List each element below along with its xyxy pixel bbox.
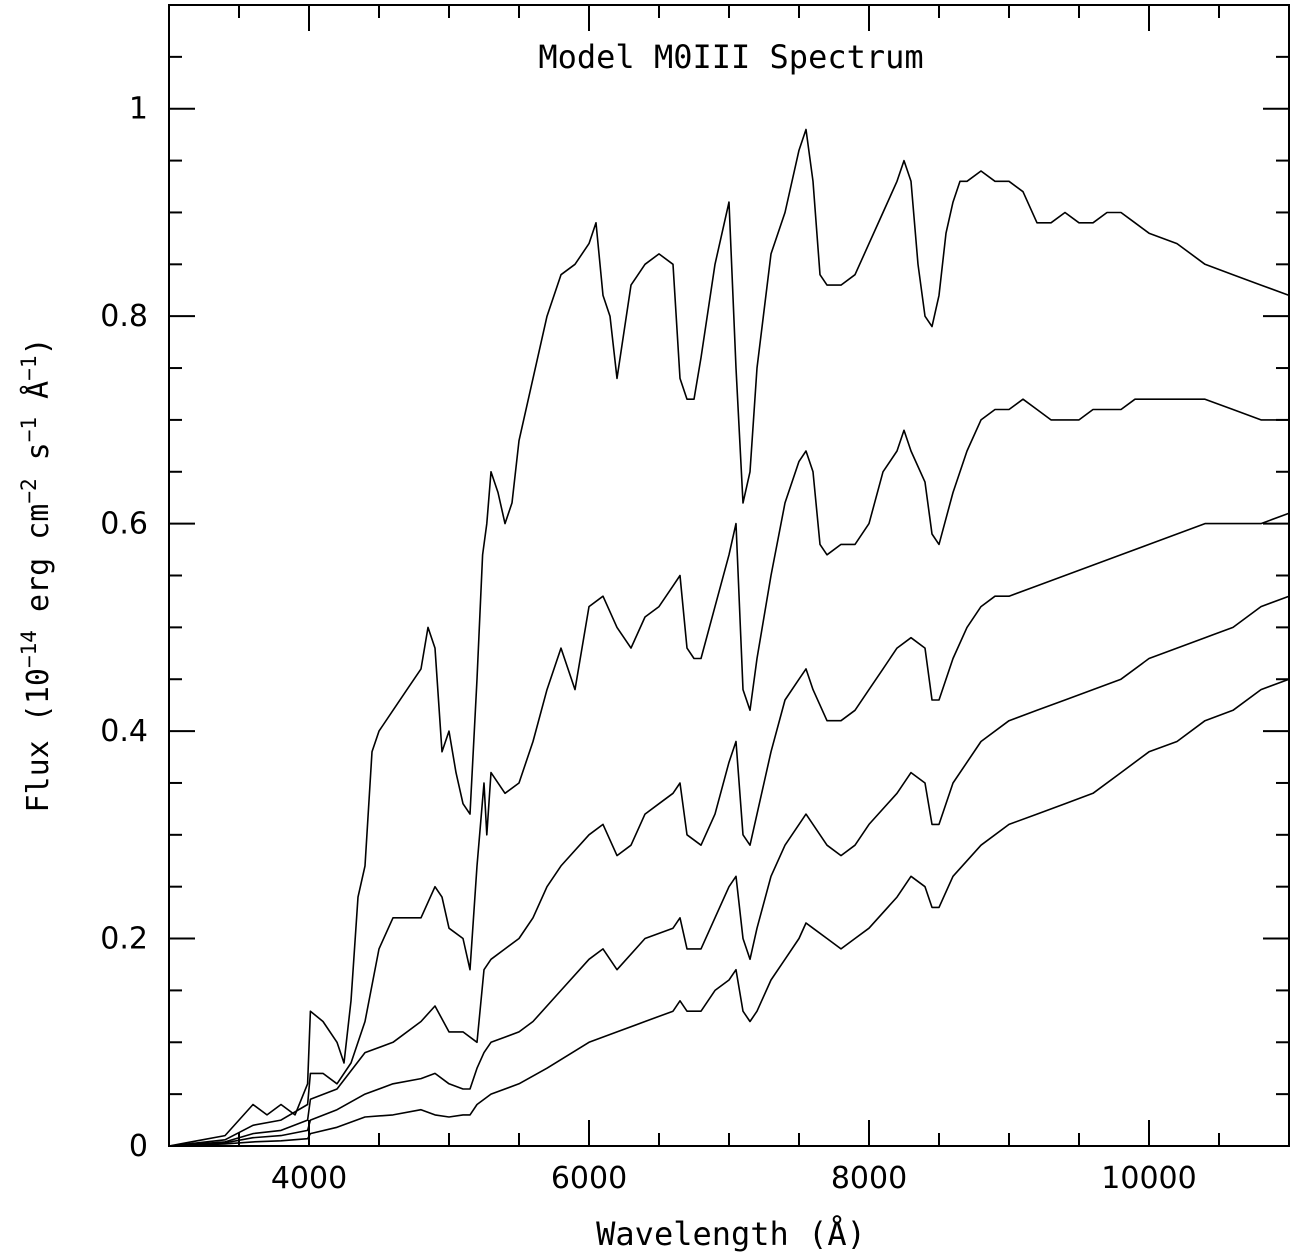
spectrum-series [168, 128, 1290, 1147]
y-tick-label: 1 [129, 92, 148, 127]
y-tick-label: 0.6 [100, 507, 148, 542]
y-tick-label: 0.4 [100, 714, 148, 749]
spectrum-line-4 [168, 595, 1290, 1147]
spectrum-line-2 [168, 398, 1289, 1147]
chart-title: Model M0III Spectrum [538, 38, 923, 76]
y-tick-label: 0.8 [100, 299, 148, 334]
tick-labels: 4000 6000 8000 10000 0 0.2 0.4 0.6 0.8 1 [100, 92, 1196, 1196]
x-tick-label: 10000 [1101, 1161, 1196, 1196]
plot-frame [168, 4, 1290, 1147]
y-tick-label: 0 [129, 1129, 148, 1164]
y-axis-label: Flux (10−14 erg cm−2 s−1 Å−1) [17, 337, 56, 812]
spectrum-line-3 [168, 512, 1290, 1147]
y-tick-label: 0.2 [100, 922, 148, 957]
x-tick-label: 4000 [271, 1161, 347, 1196]
spectrum-line-5 [168, 678, 1290, 1147]
spectrum-line-1 [168, 128, 1290, 1147]
x-tick-label: 8000 [831, 1161, 907, 1196]
x-axis-label: Wavelength (Å) [596, 1215, 866, 1253]
x-tick-label: 6000 [551, 1161, 627, 1196]
axis-ticks [168, 4, 1290, 1147]
